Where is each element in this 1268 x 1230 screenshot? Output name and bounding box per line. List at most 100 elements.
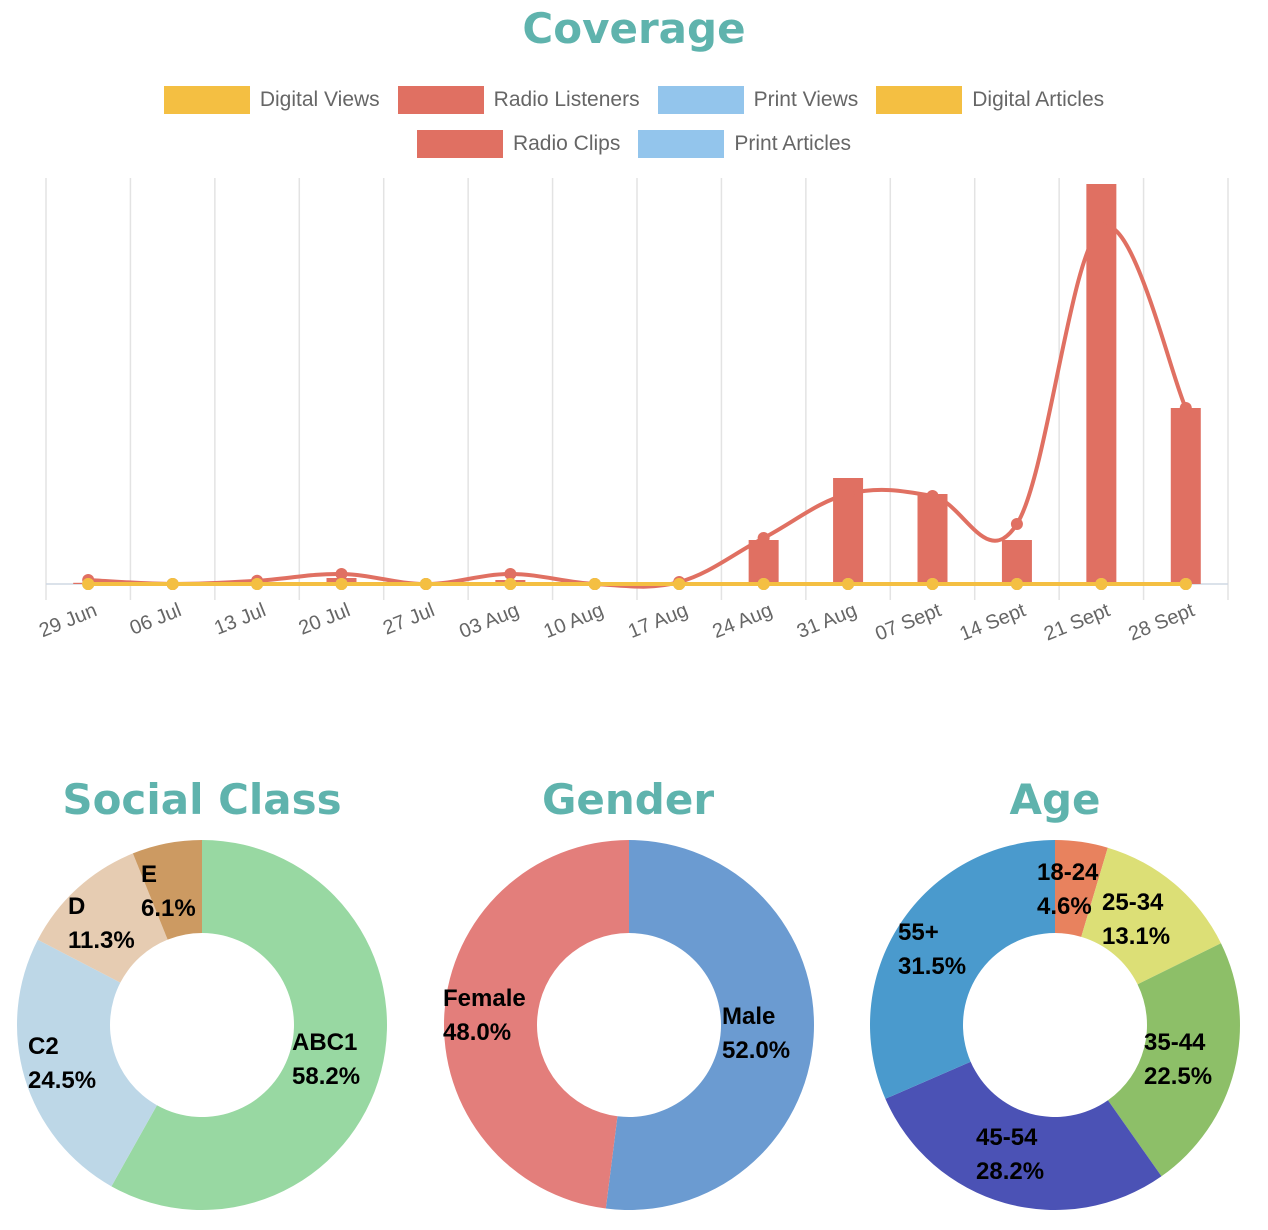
point-digital-views[interactable] — [1095, 578, 1108, 590]
slice-pct-25-34: 13.1% — [1102, 923, 1170, 950]
legend-item-digital-articles[interactable]: Digital Articles — [876, 86, 1104, 114]
coverage-title: Coverage — [522, 4, 746, 53]
point-digital-views[interactable] — [757, 578, 770, 590]
legend-label: Radio Listeners — [493, 88, 640, 111]
slice-pct-female: 48.0% — [443, 1019, 511, 1046]
point-digital-views[interactable] — [419, 578, 432, 590]
slice-35-44[interactable] — [1107, 943, 1240, 1177]
point-radio-listeners[interactable] — [335, 568, 348, 580]
bar-radio-clips[interactable] — [1001, 540, 1032, 584]
x-tick-label: 20 Jul — [296, 599, 354, 639]
point-radio-listeners[interactable] — [757, 532, 770, 544]
point-radio-listeners[interactable] — [1179, 402, 1192, 414]
point-digital-views[interactable] — [842, 578, 855, 590]
slice-pct-male: 52.0% — [722, 1037, 790, 1064]
legend-swatch — [876, 86, 963, 114]
gender-donut: Male 52.0% Female 48.0% — [443, 840, 814, 1210]
slice-label-female: Female — [443, 985, 526, 1012]
legend-item-radio-clips[interactable]: Radio Clips — [416, 130, 621, 158]
legend-label: Print Articles — [734, 132, 852, 155]
slice-pct-abc1: 58.2% — [292, 1063, 360, 1090]
point-digital-views[interactable] — [335, 578, 348, 590]
slice-55-[interactable] — [870, 840, 1055, 1099]
slice-abc1[interactable] — [111, 840, 388, 1210]
legend-item-print-articles[interactable]: Print Articles — [638, 130, 851, 158]
bar-radio-clips[interactable] — [1170, 408, 1201, 584]
slice-label-abc1: ABC1 — [292, 1029, 357, 1056]
slice-pct-35-44: 22.5% — [1144, 1063, 1212, 1090]
coverage-chart: 29 Jun 06 Jul 13 Jul 20 Jul 27 Jul 03 Aug 10 A… — [36, 178, 1229, 645]
slice-female[interactable] — [443, 840, 629, 1209]
slice-pct-45-54: 28.2% — [976, 1158, 1044, 1185]
legend-label: Print Views — [753, 88, 859, 111]
point-digital-views[interactable] — [1010, 578, 1023, 590]
coverage-legend-row-1: Digital Views Radio Listeners Print View… — [0, 86, 1268, 114]
legend-label: Radio Clips — [512, 132, 621, 155]
slice-male[interactable] — [605, 840, 814, 1210]
slice-18-24[interactable] — [1055, 840, 1108, 937]
point-digital-views[interactable] — [82, 578, 95, 590]
legend-swatch — [657, 86, 744, 114]
bar-radio-clips[interactable] — [748, 540, 779, 584]
slice-c2[interactable] — [16, 939, 157, 1187]
slice-pct-e: 6.1% — [141, 895, 196, 922]
legend-item-digital-views[interactable]: Digital Views — [163, 86, 380, 114]
point-digital-views[interactable] — [926, 578, 939, 590]
point-radio-listeners[interactable] — [1095, 222, 1108, 234]
x-tick-label: 27 Jul — [380, 599, 438, 639]
social-class-title: Social Class — [62, 775, 342, 824]
slice-label-d: D — [68, 893, 85, 920]
point-digital-views[interactable] — [251, 578, 264, 590]
x-tick-label: 29 Jun — [36, 599, 100, 642]
legend-swatch — [638, 130, 725, 158]
slice-e[interactable] — [132, 840, 202, 940]
slice-label-18-24: 18-24 — [1037, 859, 1099, 886]
slice-label-55-: 55+ — [898, 919, 939, 946]
slice-pct-55-: 31.5% — [898, 953, 966, 980]
point-digital-views[interactable] — [504, 578, 517, 590]
slice-label-male: Male — [722, 1003, 775, 1030]
bar-radio-clips[interactable] — [917, 494, 948, 584]
x-tick-label: 03 Aug — [456, 599, 522, 643]
age-title: Age — [1009, 775, 1101, 824]
x-tick-label: 24 Aug — [710, 599, 776, 643]
x-tick-label: 21 Sept — [1041, 599, 1114, 645]
x-tick-label: 17 Aug — [625, 599, 691, 643]
slice-label-25-34: 25-34 — [1102, 889, 1164, 916]
legend-swatch — [163, 86, 250, 114]
legend-swatch — [397, 86, 484, 114]
slice-d[interactable] — [37, 853, 168, 983]
slice-25-34[interactable] — [1081, 847, 1221, 985]
slice-45-54[interactable] — [885, 1061, 1162, 1210]
slice-pct-c2: 24.5% — [28, 1067, 96, 1094]
point-radio-listeners[interactable] — [842, 488, 855, 500]
x-tick-label: 31 Aug — [794, 599, 860, 643]
point-radio-listeners[interactable] — [504, 568, 517, 580]
legend-item-print-views[interactable]: Print Views — [657, 86, 859, 114]
x-tick-label: 07 Sept — [872, 599, 945, 645]
x-tick-label: 14 Sept — [957, 599, 1030, 645]
point-digital-views[interactable] — [588, 578, 601, 590]
bar-radio-clips[interactable] — [1086, 184, 1117, 584]
line-radio-listeners[interactable] — [88, 224, 1188, 589]
x-tick-label: 13 Jul — [211, 599, 269, 639]
social-class-donut: ABC1 58.2% C2 24.5% D 11.3% E 6.1% — [16, 840, 388, 1210]
slice-label-45-54: 45-54 — [976, 1124, 1038, 1151]
slice-label-e: E — [141, 861, 157, 888]
point-radio-listeners[interactable] — [926, 490, 939, 502]
legend-label: Digital Views — [259, 88, 380, 111]
slice-label-35-44: 35-44 — [1144, 1029, 1206, 1056]
slice-pct-18-24: 4.6% — [1037, 893, 1092, 920]
point-digital-views[interactable] — [1179, 578, 1192, 590]
legend-label: Digital Articles — [972, 88, 1105, 111]
point-digital-views[interactable] — [673, 578, 686, 590]
gender-title: Gender — [541, 775, 715, 824]
age-donut: 18-24 4.6% 25-34 13.1% 35-44 22.5% 45-54 28.2% 5… — [870, 840, 1240, 1210]
legend-item-radio-listeners[interactable]: Radio Listeners — [397, 86, 640, 114]
point-digital-views[interactable] — [166, 578, 179, 590]
point-radio-listeners[interactable] — [1010, 518, 1023, 530]
slice-label-c2: C2 — [28, 1033, 59, 1060]
x-tick-label: 28 Sept — [1125, 599, 1198, 645]
slice-pct-d: 11.3% — [68, 927, 135, 954]
x-tick-label: 10 Aug — [541, 599, 607, 643]
